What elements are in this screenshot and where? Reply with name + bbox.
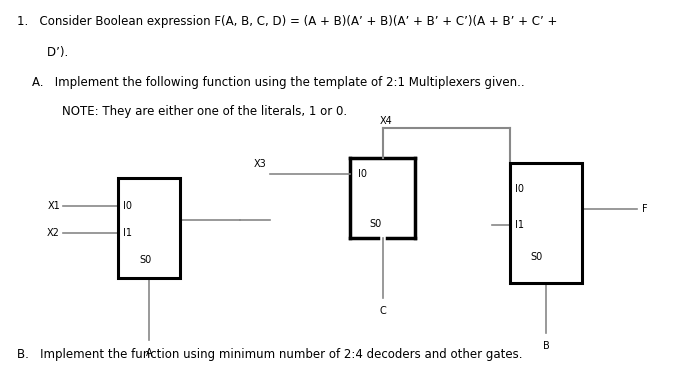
Text: B.   Implement the function using minimum number of 2:4 decoders and other gates: B. Implement the function using minimum … [17,348,523,361]
Text: X1: X1 [47,201,60,211]
Text: S0: S0 [530,252,542,262]
Text: I1: I1 [123,228,132,238]
Bar [510,163,582,283]
Text: C: C [379,306,386,316]
Text: X4: X4 [380,116,393,126]
Text: I0: I0 [123,201,132,211]
Bar [118,178,180,278]
Text: D’).: D’). [17,46,68,59]
Text: 1.   Consider Boolean expression F(A, B, C, D) = (A + B)(A’ + B)(A’ + B’ + C’)(A: 1. Consider Boolean expression F(A, B, C… [17,15,557,28]
Text: B: B [542,341,549,351]
Text: A: A [146,348,153,358]
Text: S0: S0 [369,219,382,229]
Text: I1: I1 [515,221,524,231]
Text: A.   Implement the following function using the template of 2:1 Multiplexers giv: A. Implement the following function usin… [17,76,525,89]
Text: I0: I0 [358,169,367,179]
Text: X3: X3 [253,159,266,169]
Text: S0: S0 [140,255,152,265]
Text: F: F [642,204,648,213]
Text: X2: X2 [47,228,60,238]
Text: NOTE: They are either one of the literals, 1 or 0.: NOTE: They are either one of the literal… [17,105,347,118]
Text: I0: I0 [515,184,524,194]
